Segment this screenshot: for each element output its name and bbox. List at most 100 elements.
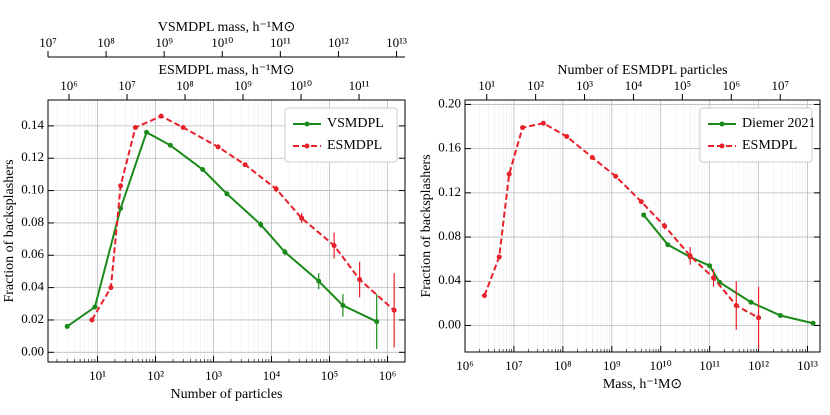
data-point <box>496 254 502 260</box>
y-tick-label: 0.14 <box>21 117 44 132</box>
top-tick-label: 10⁶ <box>723 78 741 93</box>
y-tick-label: 0.00 <box>438 316 461 331</box>
legend-label: ESMDPL <box>327 138 382 153</box>
data-point <box>520 125 526 131</box>
data-point <box>273 186 279 192</box>
x-tick-label: 10¹ <box>89 368 106 383</box>
x-tick-label: 10² <box>147 368 164 383</box>
x-tick-label: 10¹³ <box>797 358 818 373</box>
legend-label: VSMDPL <box>327 116 384 131</box>
x-tick-label: 10⁶ <box>379 368 397 383</box>
plot-frame <box>47 99 406 363</box>
legend-label: Diemer 2021 <box>742 116 815 131</box>
x-axis-label: Mass, h⁻¹M⊙ <box>603 377 682 392</box>
top-tick-label: 10⁷ <box>39 35 57 50</box>
top-tick-label: 10⁶ <box>60 78 78 93</box>
x-tick-label: 10¹⁰ <box>650 358 672 373</box>
data-point <box>92 304 98 310</box>
data-point <box>357 277 363 283</box>
data-point <box>662 223 668 229</box>
x-tick-label: 10³ <box>205 368 222 383</box>
data-point <box>707 263 713 269</box>
data-point <box>299 215 305 221</box>
y-axis-label: Fraction of backsplashers <box>2 159 17 302</box>
x-tick-label: 10¹¹ <box>699 358 720 373</box>
legend-marker <box>304 121 310 127</box>
data-point <box>180 124 186 130</box>
data-point <box>641 212 647 218</box>
top-tick-label: 10² <box>527 78 544 93</box>
data-point <box>733 303 739 309</box>
data-point <box>506 171 512 177</box>
series-line <box>642 214 814 325</box>
data-point <box>711 275 717 281</box>
data-point <box>167 142 173 148</box>
data-point <box>540 120 546 126</box>
legend-label: ESMDPL <box>742 138 797 153</box>
top-tick-label: 10⁴ <box>625 78 643 93</box>
data-point <box>777 313 783 319</box>
x-tick-label: 10⁵ <box>321 368 339 383</box>
x-axis-label: Number of particles <box>171 387 283 402</box>
data-point <box>258 222 264 228</box>
legend-marker <box>304 143 310 149</box>
top-axis-label: Number of ESMDPL particles <box>557 63 727 78</box>
data-point <box>132 124 138 130</box>
y-tick-label: 0.04 <box>438 272 461 287</box>
data-point <box>391 307 397 313</box>
y-tick-label: 0.06 <box>21 246 44 261</box>
data-point <box>224 191 230 197</box>
plot-frame <box>464 99 821 353</box>
data-point <box>331 243 337 249</box>
data-point <box>589 154 595 160</box>
x-tick-label: 10⁹ <box>603 358 621 373</box>
legend-box <box>699 107 813 163</box>
data-point <box>89 317 95 323</box>
x-tick-label: 10¹² <box>748 358 769 373</box>
data-point <box>481 293 487 299</box>
top-tick-label: 10¹ <box>478 78 495 93</box>
y-tick-label: 0.08 <box>438 228 461 243</box>
top-tick-label: 10¹² <box>328 35 349 50</box>
data-point <box>748 299 754 305</box>
data-point <box>564 133 570 139</box>
top-tick-label: 10⁹ <box>234 78 252 93</box>
data-point <box>687 253 693 259</box>
top-tick-label: 10⁸ <box>97 35 115 50</box>
x-tick-label: 10⁷ <box>505 358 523 373</box>
y-tick-label: 0.12 <box>21 149 44 164</box>
y-tick-label: 0.00 <box>21 343 44 358</box>
data-point <box>340 302 346 308</box>
data-point <box>316 278 322 284</box>
data-point <box>613 173 619 179</box>
data-point <box>756 315 762 321</box>
top-tick-label: 10⁸ <box>176 78 194 93</box>
top-tick-label: 10¹⁰ <box>211 35 233 50</box>
y-tick-label: 0.02 <box>21 311 44 326</box>
x-tick-label: 10⁸ <box>554 358 572 373</box>
data-point <box>282 249 288 255</box>
y-tick-label: 0.12 <box>438 184 461 199</box>
top-tick-label: 10³ <box>576 78 593 93</box>
y-tick-label: 0.04 <box>21 279 44 294</box>
top-tick-label: 10⁹ <box>155 35 173 50</box>
data-point <box>242 162 248 168</box>
y-axis-label: Fraction of backsplashers <box>419 154 434 297</box>
data-point <box>118 183 124 189</box>
top-tick-label: 10⁵ <box>674 78 692 93</box>
legend-marker <box>719 121 725 127</box>
y-tick-label: 0.16 <box>438 140 461 155</box>
top-tick-label: 10¹³ <box>386 35 407 50</box>
data-point <box>64 323 70 329</box>
y-tick-label: 0.08 <box>21 214 44 229</box>
data-point <box>665 242 671 248</box>
top-tick-label: 10⁷ <box>771 78 789 93</box>
top-tick-label: 10¹⁰ <box>290 78 312 93</box>
top-tick-label: 10¹¹ <box>349 78 370 93</box>
top-axis-label: VSMDPL mass, h⁻¹M⊙ <box>158 20 296 35</box>
x-tick-label: 10⁶ <box>456 358 474 373</box>
legend-box <box>284 107 398 163</box>
data-point <box>810 320 816 326</box>
data-point <box>200 167 206 173</box>
